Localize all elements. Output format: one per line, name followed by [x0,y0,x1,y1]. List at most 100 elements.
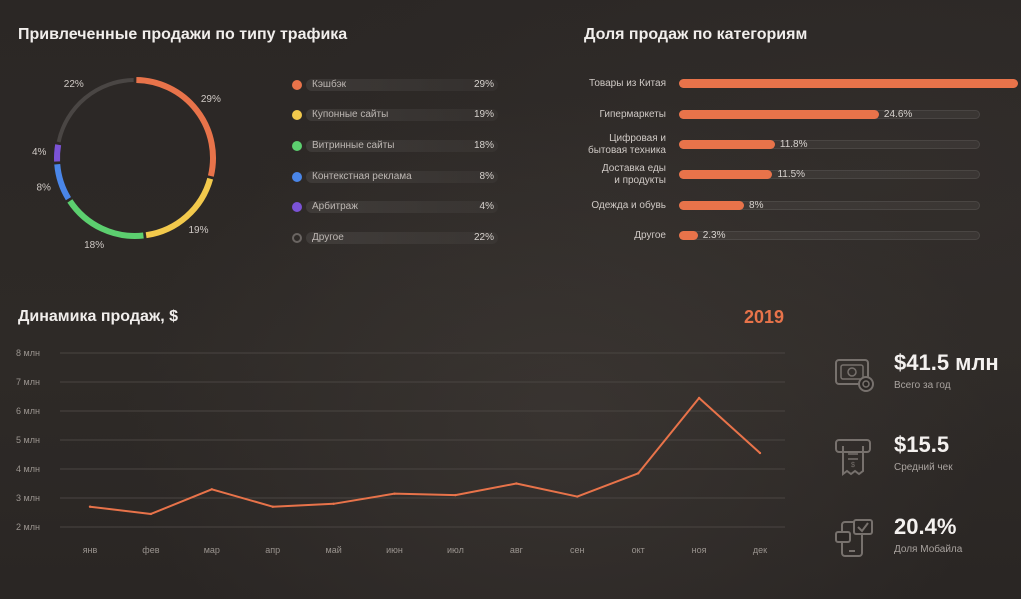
legend-track [306,232,498,244]
data-point [393,492,396,495]
legend-dot-icon [292,110,302,120]
x-tick-label: май [326,545,342,555]
legend-track [306,79,498,91]
category-row: Товары из Китая41.7% [560,69,1018,99]
traffic-legend-item: Кэшбэк 29% [290,77,498,93]
stat-mobile-share: 20.4% Доля Мобайла [834,514,1014,574]
stat-mobile-share-value: 20.4% [894,514,957,539]
data-point [88,505,92,508]
money-icon [835,359,874,392]
category-bar [679,140,775,149]
x-tick-label: апр [265,545,280,555]
category-label: Другое [634,230,666,241]
category-row: Цифровая и бытовая техника 11.8% [560,130,1010,160]
x-tick-label: ноя [692,545,707,555]
y-tick-label: 2 млн [16,522,40,532]
traffic-donut-chart: 29% 19% 18% 8% 4% 22% [32,77,221,251]
legend-value: 22% [473,232,494,243]
category-bar [679,170,773,179]
y-tick-label: 6 млн [16,406,40,416]
category-bar [679,231,698,240]
legend-label: Кэшбэк [312,79,347,90]
category-label: Одежда и обувь [591,200,666,211]
x-tick-label: янв [83,545,98,555]
donut-slice [145,177,214,239]
legend-value: 4% [479,201,494,212]
traffic-legend-item: Другое 22% [290,230,498,246]
x-tick-label: июл [447,545,464,555]
x-tick-label: июн [386,545,403,555]
category-row: Другое 2.3% [560,221,1010,251]
y-tick-label: 5 млн [16,435,40,445]
stat-total-label: Всего за год [894,380,951,391]
category-bar [679,110,879,119]
data-point [332,502,335,505]
category-value: 24.6% [883,109,913,120]
legend-label: Другое [312,232,344,243]
traffic-legend-item: Контекстная реклама 8% [290,169,498,185]
category-label: Цифровая и бытовая техника [588,133,666,156]
category-row: Доставка еды и продукты 11.5% [560,160,1010,190]
traffic-legend-item: Купонные сайты 19% [290,107,498,123]
x-tick-label: сен [570,545,585,555]
legend-label: Арбитраж [312,201,358,212]
category-value: 8% [749,200,764,211]
legend-label: Контекстная реклама [312,171,412,182]
category-bar [679,201,745,210]
legend-value: 29% [473,79,494,90]
legend-track [306,171,498,183]
traffic-legend-item: Витринные сайты 18% [290,138,498,154]
legend-dot-icon [292,233,302,243]
categories-title: Доля продаж по категориям [584,26,808,43]
category-value: 11.5% [777,169,806,180]
stat-average-check: $ $15.5 Средний чек [834,432,1014,492]
category-label: Доставка еды и продукты [601,163,666,186]
category-value: 11.8% [779,139,808,150]
category-row: Одежда и обувь 8% [560,191,1010,221]
data-point [210,488,214,491]
data-point [454,493,457,497]
mobile-payment-icon [835,519,873,557]
receipt-icon: $ [835,439,871,476]
donut-slice-label: 18% [84,240,104,251]
dynamics-title: Динамика продаж, $ [18,308,179,325]
donut-slice-label: 29% [201,94,221,105]
donut-slice-label: 22% [64,79,84,90]
donut-slice-label: 19% [188,225,208,236]
legend-value: 18% [473,140,494,151]
donut-slice [67,199,144,239]
donut-slice-label: 4% [32,147,47,158]
legend-value: 19% [473,109,494,120]
y-tick-label: 7 млн [16,377,40,387]
x-tick-label: дек [753,545,767,555]
legend-track [306,201,498,213]
data-point [576,495,579,498]
sales-series-line [89,396,761,515]
stat-average-check-label: Средний чек [894,462,953,473]
legend-dot-icon [292,80,302,90]
data-point [697,396,701,400]
traffic-title: Привлеченные продажи по типу трафика [18,26,348,43]
donut-slice [54,144,62,162]
legend-dot-icon [292,141,302,151]
y-tick-label: 4 млн [16,464,40,474]
category-label: Товары из Китая [589,78,666,89]
category-bar [679,79,1018,88]
category-value: 2.3% [702,230,726,241]
x-tick-label: мар [204,545,220,555]
sales-line-chart: 2 млн 3 млн 4 млн 5 млн 6 млн 7 млн 8 млн янв фе… [16,348,785,555]
legend-dot-icon [292,172,302,182]
svg-text:$: $ [851,462,855,469]
donut-slice [54,163,72,201]
traffic-legend-item: Арбитраж 4% [290,199,498,215]
legend-track [306,109,498,121]
x-tick-label: авг [510,545,524,555]
x-tick-label: окт [632,545,645,555]
data-point [271,505,274,508]
year-label: 2019 [744,307,785,327]
data-point [149,512,153,516]
data-point [636,472,640,475]
donut-slice [56,78,134,143]
x-tick-label: фев [142,545,159,555]
